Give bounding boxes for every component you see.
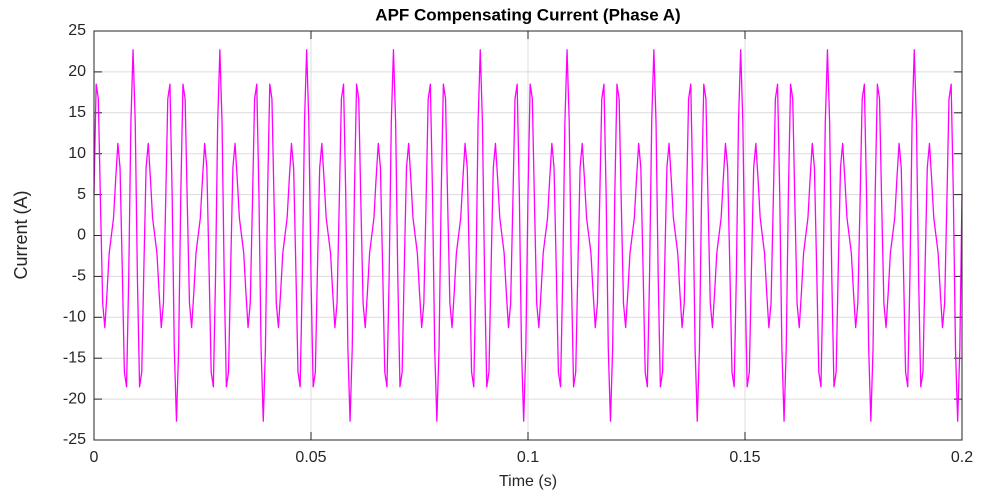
y-tick-label: 5: [77, 186, 86, 203]
y-tick-label: -10: [63, 309, 86, 326]
y-tick-label: 10: [68, 145, 86, 162]
y-tick-label: 25: [68, 22, 86, 39]
y-tick-label: -15: [63, 349, 86, 366]
data-line: [93, 49, 963, 422]
x-tick-label: 0.15: [729, 449, 760, 466]
plot-frame: [93, 30, 963, 441]
x-tick-label: 0.2: [951, 449, 973, 466]
y-tick-label: -20: [63, 390, 86, 407]
y-tick-label: 0: [77, 227, 86, 244]
chart-title: APF Compensating Current (Phase A): [375, 5, 680, 24]
x-tick-label: 0.05: [295, 449, 326, 466]
x-tick-label: 0: [90, 449, 99, 466]
x-tick-label: 0.1: [517, 449, 539, 466]
x-axis-label: Time (s): [499, 473, 557, 490]
y-tick-label: -5: [72, 268, 86, 285]
y-axis-label: Current (A): [11, 190, 31, 279]
y-tick-label: 20: [68, 63, 86, 80]
y-tick-label: -25: [63, 431, 86, 448]
y-tick-label: 15: [68, 104, 86, 121]
